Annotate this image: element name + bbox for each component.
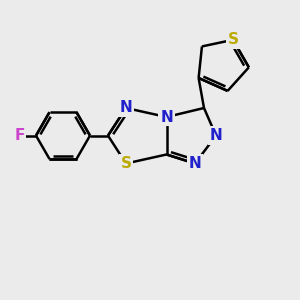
Text: F: F (14, 128, 25, 143)
Text: N: N (160, 110, 173, 124)
Text: N: N (120, 100, 132, 116)
Text: S: S (227, 32, 239, 47)
Text: N: N (210, 128, 222, 143)
Text: S: S (121, 156, 131, 171)
Text: N: N (189, 156, 201, 171)
